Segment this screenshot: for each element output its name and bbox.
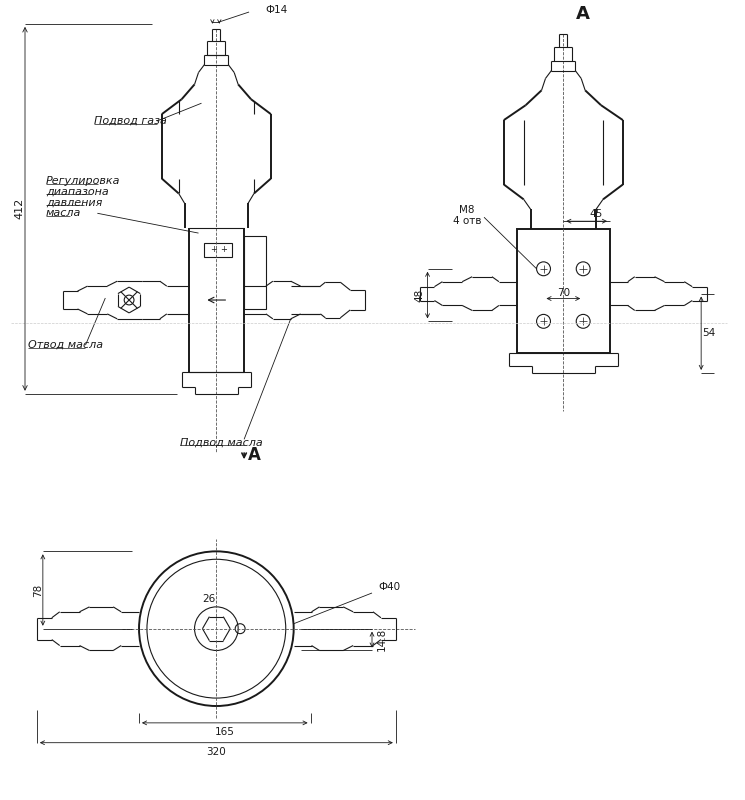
- Text: Ф14: Ф14: [265, 5, 287, 15]
- Text: Регулировка: Регулировка: [46, 175, 121, 186]
- Text: М8: М8: [460, 206, 475, 215]
- Text: 45: 45: [589, 210, 603, 219]
- Text: 70: 70: [557, 287, 570, 298]
- Text: диапазона: диапазона: [46, 186, 109, 197]
- Text: 48: 48: [415, 289, 425, 302]
- Text: 26: 26: [202, 594, 215, 604]
- Bar: [204, 243, 232, 257]
- Text: 412: 412: [14, 198, 24, 219]
- Bar: [244, 236, 266, 310]
- Text: давления: давления: [46, 198, 102, 207]
- Text: А: А: [576, 5, 590, 23]
- Text: +: +: [210, 246, 217, 254]
- Text: 4 отв: 4 отв: [453, 216, 481, 226]
- Text: 14.8: 14.8: [377, 628, 387, 651]
- Text: 165: 165: [215, 726, 235, 737]
- Text: масла: масла: [46, 208, 81, 218]
- Bar: [517, 229, 610, 353]
- Text: 54: 54: [703, 328, 716, 338]
- Text: 78: 78: [33, 583, 43, 597]
- Text: +: +: [220, 246, 226, 254]
- Text: Подвод масла: Подвод масла: [180, 438, 262, 447]
- Text: 320: 320: [206, 746, 226, 757]
- Text: Подвод газа: Подвод газа: [95, 116, 168, 126]
- Text: Ф40: Ф40: [378, 582, 401, 592]
- Text: А: А: [247, 446, 261, 464]
- Text: Отвод масла: Отвод масла: [28, 340, 103, 350]
